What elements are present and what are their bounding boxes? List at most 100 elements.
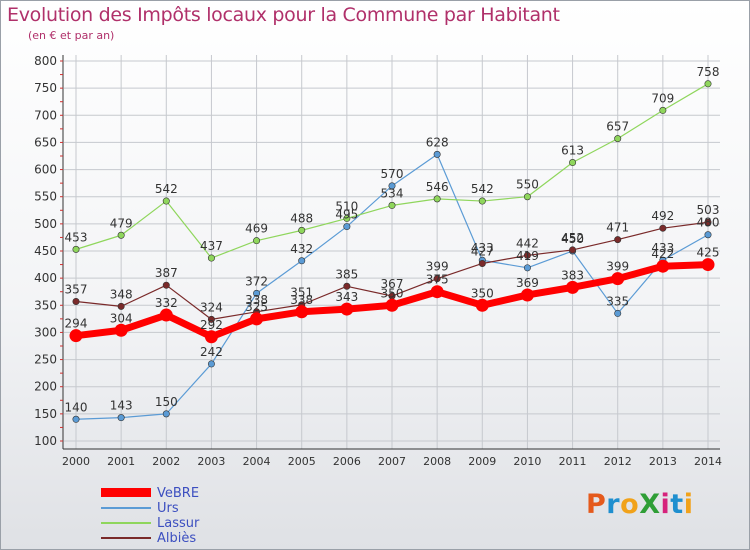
x-tick-label: 2014 [694, 455, 722, 468]
data-label: 510 [335, 199, 358, 213]
data-point-vebre [430, 285, 444, 299]
data-label: 150 [155, 395, 178, 409]
data-point-lassur [659, 106, 667, 114]
logo-letter: P [586, 489, 607, 520]
x-tick-label: 2013 [649, 455, 677, 468]
data-point-vebre [250, 312, 264, 326]
x-tick-label: 2000 [62, 455, 90, 468]
data-label: 432 [290, 242, 313, 256]
x-tick-label: 2004 [243, 455, 271, 468]
x-tick-label: 2010 [513, 455, 541, 468]
data-point-vebre [385, 298, 399, 312]
data-point-albiès [569, 246, 577, 254]
y-tick-label: 800 [34, 54, 57, 68]
data-label: 375 [426, 273, 449, 287]
x-tick-label: 2012 [604, 455, 632, 468]
data-label: 442 [516, 236, 539, 250]
legend-item-albies: Albiès [101, 531, 301, 547]
data-label: 550 [516, 178, 539, 192]
data-point-urs [614, 309, 622, 317]
logo-letter: r [606, 489, 621, 520]
data-point-albiès [478, 259, 486, 267]
data-point-vebre [69, 329, 83, 343]
data-label: 294 [65, 317, 88, 331]
data-label: 469 [245, 222, 268, 236]
y-tick-label: 300 [34, 325, 57, 339]
legend-swatch-albies [101, 537, 151, 539]
x-tick-label: 2002 [152, 455, 180, 468]
data-point-vebre [520, 288, 534, 302]
y-tick-label: 400 [34, 271, 57, 285]
data-point-vebre [475, 298, 489, 312]
data-label: 143 [110, 399, 133, 413]
x-tick-label: 2003 [197, 455, 225, 468]
logo-letter: X [639, 489, 661, 520]
data-label: 422 [651, 247, 674, 261]
data-label: 479 [110, 216, 133, 230]
x-tick-label: 2009 [468, 455, 496, 468]
legend: VeBRE Urs Lassur Albiès [101, 486, 301, 547]
data-point-lassur [72, 245, 80, 253]
y-tick-label: 650 [34, 135, 57, 149]
data-point-vebre [340, 302, 354, 316]
data-label: 367 [381, 277, 404, 291]
legend-label-lassur: Lassur [157, 516, 200, 531]
data-label: 348 [110, 287, 133, 301]
data-label: 534 [381, 186, 404, 200]
data-label: 570 [381, 167, 404, 181]
y-tick-label: 250 [34, 353, 57, 367]
data-label: 350 [471, 286, 494, 300]
data-point-lassur [253, 237, 261, 245]
data-point-urs [433, 150, 441, 158]
data-label: 399 [426, 260, 449, 274]
data-point-lassur [343, 214, 351, 222]
x-tick-label: 2006 [333, 455, 361, 468]
legend-swatch-urs [101, 507, 151, 509]
data-point-vebre [566, 280, 580, 294]
data-point-albiès [523, 251, 531, 259]
data-label: 709 [651, 91, 674, 105]
data-label: 546 [426, 180, 449, 194]
data-label: 503 [697, 203, 720, 217]
data-point-lassur [704, 80, 712, 88]
logo-letter: i [683, 489, 694, 520]
data-point-albiès [614, 236, 622, 244]
x-tick-label: 2011 [559, 455, 587, 468]
data-point-albiès [117, 302, 125, 310]
data-point-albiès [433, 275, 441, 283]
data-label: 351 [290, 286, 313, 300]
data-label: 433 [471, 241, 494, 255]
x-tick-label: 2005 [288, 455, 316, 468]
legend-label-albies: Albiès [157, 531, 197, 546]
data-point-vebre [204, 330, 218, 344]
data-point-urs [207, 360, 215, 368]
data-point-urs [162, 410, 170, 418]
data-label: 471 [606, 221, 629, 235]
data-point-vebre [656, 259, 670, 273]
data-label: 335 [606, 294, 629, 308]
data-point-urs [253, 289, 261, 297]
data-label: 332 [155, 296, 178, 310]
data-label: 338 [290, 293, 313, 307]
data-point-lassur [298, 226, 306, 234]
data-label: 613 [561, 144, 584, 158]
data-point-lassur [523, 193, 531, 201]
data-point-albiès [659, 224, 667, 232]
y-tick-label: 350 [34, 298, 57, 312]
chart-subtitle: (en € et par an) [28, 29, 115, 42]
y-tick-label: 600 [34, 163, 57, 177]
data-label: 480 [697, 216, 720, 230]
y-tick-label: 450 [34, 244, 57, 258]
data-point-albiès [704, 218, 712, 226]
y-tick-label: 200 [34, 380, 57, 394]
data-point-lassur [569, 159, 577, 167]
data-label: 385 [335, 267, 358, 281]
data-point-vebre [611, 272, 625, 286]
data-point-vebre [295, 305, 309, 319]
x-tick-label: 2008 [423, 455, 451, 468]
data-label: 325 [245, 300, 268, 314]
data-label: 437 [200, 239, 223, 253]
data-point-urs [298, 257, 306, 265]
data-label: 450 [561, 232, 584, 246]
y-tick-label: 550 [34, 190, 57, 204]
